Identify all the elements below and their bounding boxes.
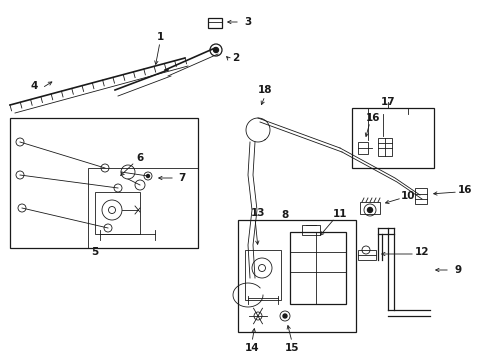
Bar [351,108,433,168]
Bar [238,220,355,332]
Circle shape [213,48,218,53]
Bar [359,202,379,214]
Text: 2: 2 [232,53,239,63]
Text: 16: 16 [365,113,380,123]
Bar [302,225,319,235]
Text: 11: 11 [332,209,346,219]
Bar [357,142,367,154]
Text: 15: 15 [284,343,299,353]
Text: 12: 12 [414,247,428,257]
Circle shape [367,207,372,212]
Text: 5: 5 [91,247,99,257]
Circle shape [283,314,286,318]
Text: 6: 6 [136,153,143,163]
Text: 1: 1 [156,32,163,42]
Text: 16: 16 [457,185,471,195]
Bar [289,232,346,304]
Bar [10,118,198,248]
Bar [95,192,140,234]
Bar [414,188,426,204]
Bar [244,250,281,300]
Text: 4: 4 [30,81,38,91]
Bar [88,168,198,248]
Text: 10: 10 [400,191,414,201]
Text: 3: 3 [244,17,251,27]
Circle shape [146,175,149,177]
Text: 13: 13 [250,208,264,218]
Text: 18: 18 [257,85,272,95]
Text: 14: 14 [244,343,259,353]
Text: 17: 17 [380,97,394,107]
Text: 7: 7 [178,173,185,183]
Text: 8: 8 [281,210,288,220]
Bar [377,138,391,156]
Bar [207,18,222,28]
Text: 9: 9 [453,265,461,275]
Bar [357,250,375,260]
